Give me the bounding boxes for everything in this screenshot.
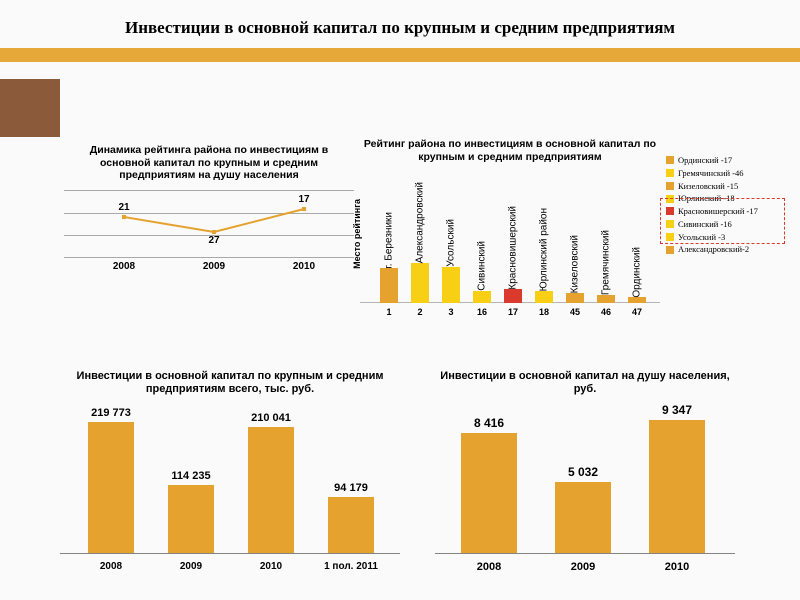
rank-value: 45 (570, 303, 580, 317)
rank-bar-label: Гремячинский (601, 228, 612, 295)
page-title: Инвестиции в основной капитал по крупным… (0, 0, 800, 48)
chart1-xlabel: 2008 (113, 261, 135, 272)
rank-value: 3 (448, 303, 453, 317)
rank-value: 47 (632, 303, 642, 317)
chart4-xlabel: 2010 (665, 553, 689, 573)
chart-rating-bars: Рейтинг района по инвестициям в основной… (360, 138, 660, 321)
chart4-bar: 5 0322009 (555, 482, 611, 554)
rank-value: 46 (601, 303, 611, 317)
rank-bar-label: Ординский (632, 245, 643, 298)
chart-rating-dynamics: Динамика рейтинга района по инвестициям … (64, 144, 354, 256)
chart-per-capita: Инвестиции в основной капитал на душу на… (435, 370, 735, 554)
rank-bar: Гремячинский46 (597, 295, 615, 303)
rank-bar-label: Юрлинский район (539, 206, 550, 291)
chart1-plot: 212008272009172010 (64, 190, 354, 256)
rank-bar-label: Сивинский (477, 239, 488, 291)
chart2-title: Рейтинг района по инвестициям в основной… (360, 138, 660, 163)
rank-bar-label: Красновишерский (508, 204, 519, 290)
legend-item: Гремячинский -46 (666, 167, 758, 180)
chart3-value: 94 179 (334, 482, 368, 497)
chart1-xlabel: 2010 (293, 261, 315, 272)
chart3-plot: 219 7732008114 2352009210 041201094 1791… (60, 404, 400, 554)
chart3-title: Инвестиции в основной капитал по крупным… (60, 370, 400, 396)
legend-label: Ординский -17 (678, 154, 732, 167)
chart1-xlabel: 2009 (203, 261, 225, 272)
legend-swatch (666, 156, 674, 164)
rank-bar-label: Усольский (446, 217, 457, 267)
chart1-title: Динамика рейтинга района по инвестициям … (64, 144, 354, 182)
chart3-xlabel: 2010 (260, 553, 282, 572)
chart4-bar: 8 4162008 (461, 433, 517, 553)
legend-label: Александровский-2 (678, 243, 749, 256)
chart3-value: 210 041 (251, 412, 291, 427)
chart4-value: 8 416 (474, 416, 504, 433)
chart1-value: 21 (118, 202, 129, 213)
rank-bar: Александровский2 (411, 263, 429, 303)
rank-value: 16 (477, 303, 487, 317)
header-divider (0, 48, 800, 62)
chart3-bar: 114 2352009 (168, 485, 214, 554)
legend-label: Гремячинский -46 (678, 167, 744, 180)
accent-box (0, 79, 60, 137)
legend-item: Александровский-2 (666, 243, 758, 256)
rank-bar-label: Кизеловский (570, 233, 581, 293)
rank-value: 18 (539, 303, 549, 317)
chart4-xlabel: 2008 (477, 553, 501, 573)
chart1-value: 27 (208, 235, 219, 246)
legend-item: Кизеловский -15 (666, 180, 758, 193)
legend-swatch (666, 182, 674, 190)
rank-bar: Сивинский16 (473, 291, 491, 303)
legend-label: Кизеловский -15 (678, 180, 738, 193)
chart3-bar: 219 7732008 (88, 422, 134, 554)
chart3-bar: 210 0412010 (248, 427, 294, 553)
rank-bar: Красновишерский17 (504, 289, 522, 303)
rank-bar: Ординский47 (628, 297, 646, 303)
chart4-value: 9 347 (662, 403, 692, 420)
chart3-xlabel: 2009 (180, 553, 202, 572)
chart2-plot: Место рейтинга г. Березники1Александровс… (360, 171, 660, 321)
rank-bar: г. Березники1 (380, 268, 398, 303)
chart3-xlabel: 2008 (100, 553, 122, 572)
chart4-value: 5 032 (568, 465, 598, 482)
chart3-value: 114 235 (171, 470, 210, 485)
rank-bar-label: г. Березники (384, 210, 395, 269)
chart3-value: 219 773 (91, 407, 131, 422)
legend-item: Ординский -17 (666, 154, 758, 167)
rank-value: 2 (417, 303, 422, 317)
chart4-title: Инвестиции в основной капитал на душу на… (435, 370, 735, 396)
legend-highlight (660, 198, 785, 244)
rank-bar: Юрлинский район18 (535, 291, 553, 303)
chart4-plot: 8 4162008 5 0322009 9 3472010 (435, 404, 735, 554)
chart4-bar: 9 3472010 (649, 420, 705, 554)
chart3-xlabel: 1 пол. 2011 (324, 553, 378, 572)
chart2-ylabel: Место рейтинга (352, 199, 362, 269)
rank-value: 1 (386, 303, 391, 317)
chart3-bar: 94 1791 пол. 2011 (328, 497, 374, 554)
legend-swatch (666, 246, 674, 254)
rank-bar: Кизеловский45 (566, 293, 584, 303)
rank-bar-label: Александровский (415, 180, 426, 263)
legend-swatch (666, 169, 674, 177)
chart-total-investments: Инвестиции в основной капитал по крупным… (60, 370, 400, 554)
chart1-value: 17 (298, 194, 309, 205)
rank-value: 17 (508, 303, 518, 317)
chart4-xlabel: 2009 (571, 553, 595, 573)
rank-bar: Усольский3 (442, 267, 460, 303)
